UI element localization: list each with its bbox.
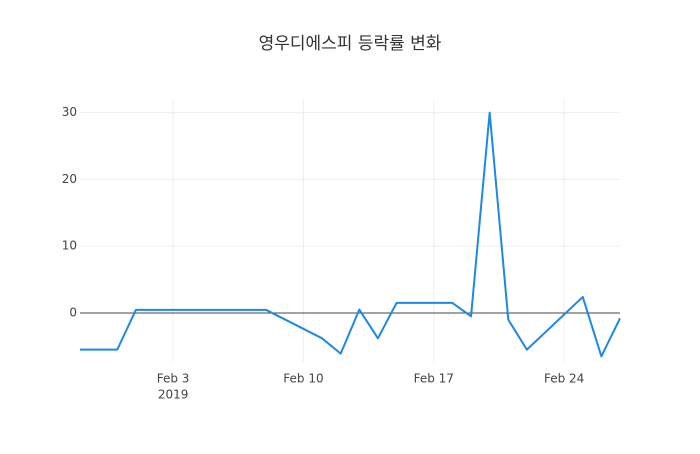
- x-tick-label: Feb 10: [283, 372, 323, 386]
- y-tick-label: 0: [69, 305, 77, 319]
- x-tick-label: Feb 24: [544, 372, 584, 386]
- y-tick-label: 20: [62, 172, 77, 186]
- x-tick-label: Feb 17: [414, 372, 454, 386]
- x-year-label: 2019: [158, 388, 189, 402]
- y-tick-label: 30: [62, 105, 77, 119]
- chart-title: 영우디에스피 등락률 변화: [259, 34, 442, 54]
- x-tick-label: Feb 3: [157, 372, 190, 386]
- y-tick-label: 10: [62, 239, 77, 253]
- data-line: [80, 111, 621, 358]
